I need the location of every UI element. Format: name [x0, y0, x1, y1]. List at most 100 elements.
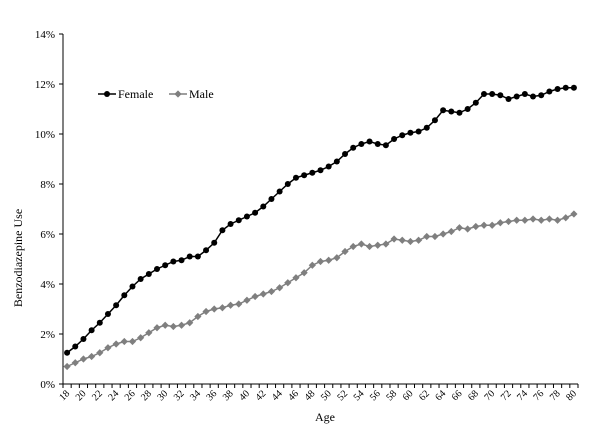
data-point: [521, 216, 529, 224]
data-point: [267, 287, 276, 296]
x-tick-label: 66: [450, 388, 465, 403]
data-point: [210, 305, 218, 313]
y-axis-ticks: 0% 2% 4% 6% 8% 10% 12% 14%: [35, 29, 63, 391]
data-point: [153, 324, 161, 332]
x-tick-label: 24: [106, 388, 121, 403]
data-point: [415, 128, 422, 135]
data-point: [178, 257, 185, 264]
data-point: [390, 235, 398, 243]
data-point: [488, 221, 496, 229]
data-point: [112, 340, 120, 348]
data-point: [88, 352, 96, 361]
data-point: [391, 136, 398, 142]
legend-label: Male: [189, 87, 214, 101]
data-point: [570, 210, 578, 218]
data-point: [64, 349, 71, 356]
data-point: [431, 117, 438, 124]
y-tick-label: 0%: [40, 379, 55, 391]
x-tick-label: 70: [482, 388, 497, 403]
data-point: [292, 174, 299, 181]
data-point: [546, 88, 553, 95]
data-point: [382, 142, 389, 149]
data-point: [529, 215, 537, 223]
y-tick-label: 6%: [40, 229, 55, 241]
data-point: [260, 203, 267, 210]
x-tick-label: 38: [221, 388, 236, 403]
x-tick-label: 42: [254, 388, 269, 403]
x-tick-label: 54: [352, 388, 367, 403]
x-tick-label: 76: [531, 388, 546, 403]
data-point: [562, 84, 569, 91]
data-point: [276, 188, 283, 195]
data-point: [96, 319, 103, 326]
x-tick-label: 68: [466, 388, 481, 403]
data-point: [357, 240, 365, 248]
data-point: [464, 225, 472, 233]
x-tick-label: 80: [564, 388, 579, 403]
data-point: [218, 304, 227, 312]
data-point: [121, 292, 128, 299]
legend-item-female: Female: [98, 87, 153, 101]
data-point: [243, 213, 250, 220]
y-tick-label: 8%: [40, 179, 55, 191]
x-tick-label: 18: [57, 388, 72, 403]
x-tick-label: 28: [139, 388, 154, 403]
data-point: [104, 311, 111, 317]
x-tick-label: 62: [417, 388, 432, 403]
data-point: [456, 109, 463, 116]
data-point: [268, 196, 275, 202]
x-tick-label: 52: [335, 388, 350, 403]
data-point: [161, 321, 169, 329]
data-point: [521, 91, 528, 97]
y-axis-title: Benzodiazepine Use: [11, 209, 25, 307]
data-point: [170, 258, 177, 265]
data-point: [406, 237, 415, 246]
series-line-female: [66, 87, 574, 354]
data-point: [259, 290, 267, 298]
data-point: [88, 327, 95, 334]
data-point: [497, 92, 504, 99]
data-point: [374, 141, 381, 147]
data-point: [202, 307, 210, 316]
data-point: [325, 256, 333, 264]
series-female: [64, 84, 577, 356]
data-point: [455, 224, 464, 232]
data-point: [423, 124, 430, 131]
data-point: [505, 96, 512, 102]
data-point: [186, 253, 193, 260]
legend-label: Female: [118, 87, 153, 101]
data-point: [374, 241, 382, 249]
data-point: [562, 214, 570, 222]
data-point: [407, 129, 414, 136]
data-point: [276, 284, 284, 292]
data-point: [137, 276, 144, 282]
series-layer: [63, 84, 578, 371]
x-tick-label: 60: [401, 388, 416, 403]
data-point: [120, 337, 128, 346]
data-point: [308, 261, 316, 269]
data-point: [342, 151, 349, 157]
data-point: [203, 247, 210, 254]
data-point: [235, 217, 242, 224]
data-point: [414, 236, 423, 244]
x-tick-label: 72: [499, 388, 514, 403]
data-point: [464, 106, 471, 112]
y-tick-label: 10%: [35, 129, 55, 141]
data-point: [333, 158, 340, 165]
data-point: [325, 163, 332, 170]
data-point: [504, 217, 513, 226]
data-point: [316, 257, 325, 266]
data-point: [301, 172, 308, 179]
y-tick-label: 12%: [35, 79, 55, 91]
data-point: [235, 300, 243, 308]
data-point: [300, 269, 308, 277]
x-tick-label: 40: [237, 388, 252, 403]
data-point: [317, 167, 324, 174]
data-point: [545, 215, 553, 223]
data-point: [554, 86, 561, 92]
data-point: [513, 93, 520, 100]
data-point: [333, 254, 341, 262]
x-tick-label: 74: [515, 388, 530, 403]
x-tick-label: 26: [123, 388, 138, 403]
data-point: [358, 141, 365, 147]
